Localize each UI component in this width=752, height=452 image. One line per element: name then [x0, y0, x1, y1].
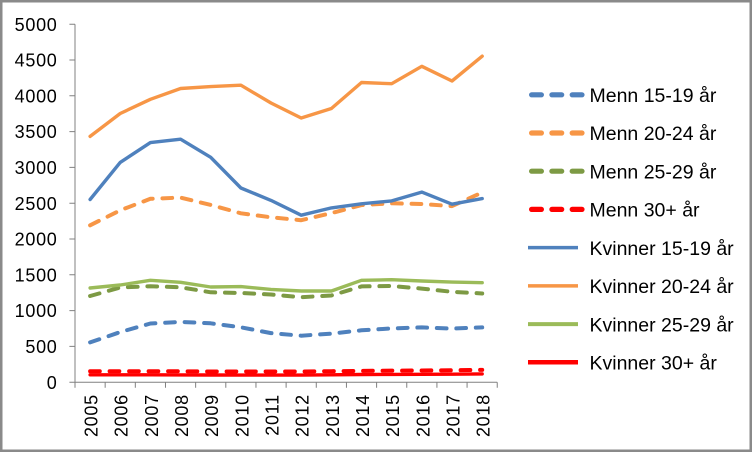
svg-text:2012: 2012	[293, 394, 313, 437]
svg-text:Kvinner 15-19 år: Kvinner 15-19 år	[590, 238, 735, 260]
svg-text:2008: 2008	[172, 394, 192, 437]
svg-text:2005: 2005	[82, 394, 102, 437]
svg-text:2016: 2016	[413, 394, 433, 437]
svg-text:2010: 2010	[232, 394, 252, 437]
svg-text:2018: 2018	[474, 394, 494, 437]
svg-text:4000: 4000	[15, 86, 58, 106]
svg-text:2006: 2006	[112, 394, 132, 437]
svg-text:5000: 5000	[15, 15, 58, 35]
svg-text:Kvinner 25-29 år: Kvinner 25-29 år	[590, 314, 735, 336]
svg-text:4500: 4500	[15, 51, 58, 71]
svg-text:Menn 30+ år: Menn 30+ år	[590, 200, 701, 222]
svg-text:3000: 3000	[15, 158, 58, 178]
svg-text:500: 500	[25, 337, 57, 357]
svg-text:1000: 1000	[15, 301, 58, 321]
svg-text:0: 0	[47, 373, 58, 393]
svg-text:2007: 2007	[142, 394, 162, 437]
svg-text:Kvinner 20-24 år: Kvinner 20-24 år	[590, 276, 735, 298]
svg-text:Menn 25-29 år: Menn 25-29 år	[590, 161, 717, 183]
svg-text:2014: 2014	[353, 394, 373, 437]
svg-text:1500: 1500	[15, 265, 58, 285]
svg-text:2000: 2000	[15, 230, 58, 250]
svg-text:3500: 3500	[15, 122, 58, 142]
svg-text:2500: 2500	[15, 194, 58, 214]
svg-text:2013: 2013	[323, 394, 343, 437]
svg-text:Kvinner 30+ år: Kvinner 30+ år	[590, 353, 718, 375]
svg-text:2011: 2011	[263, 394, 283, 436]
svg-text:2015: 2015	[383, 394, 403, 437]
svg-text:Menn 15-19 år: Menn 15-19 år	[590, 85, 717, 107]
svg-text:2009: 2009	[202, 394, 222, 437]
svg-text:2017: 2017	[444, 394, 464, 437]
svg-text:Menn 20-24 år: Menn 20-24 år	[590, 123, 717, 145]
